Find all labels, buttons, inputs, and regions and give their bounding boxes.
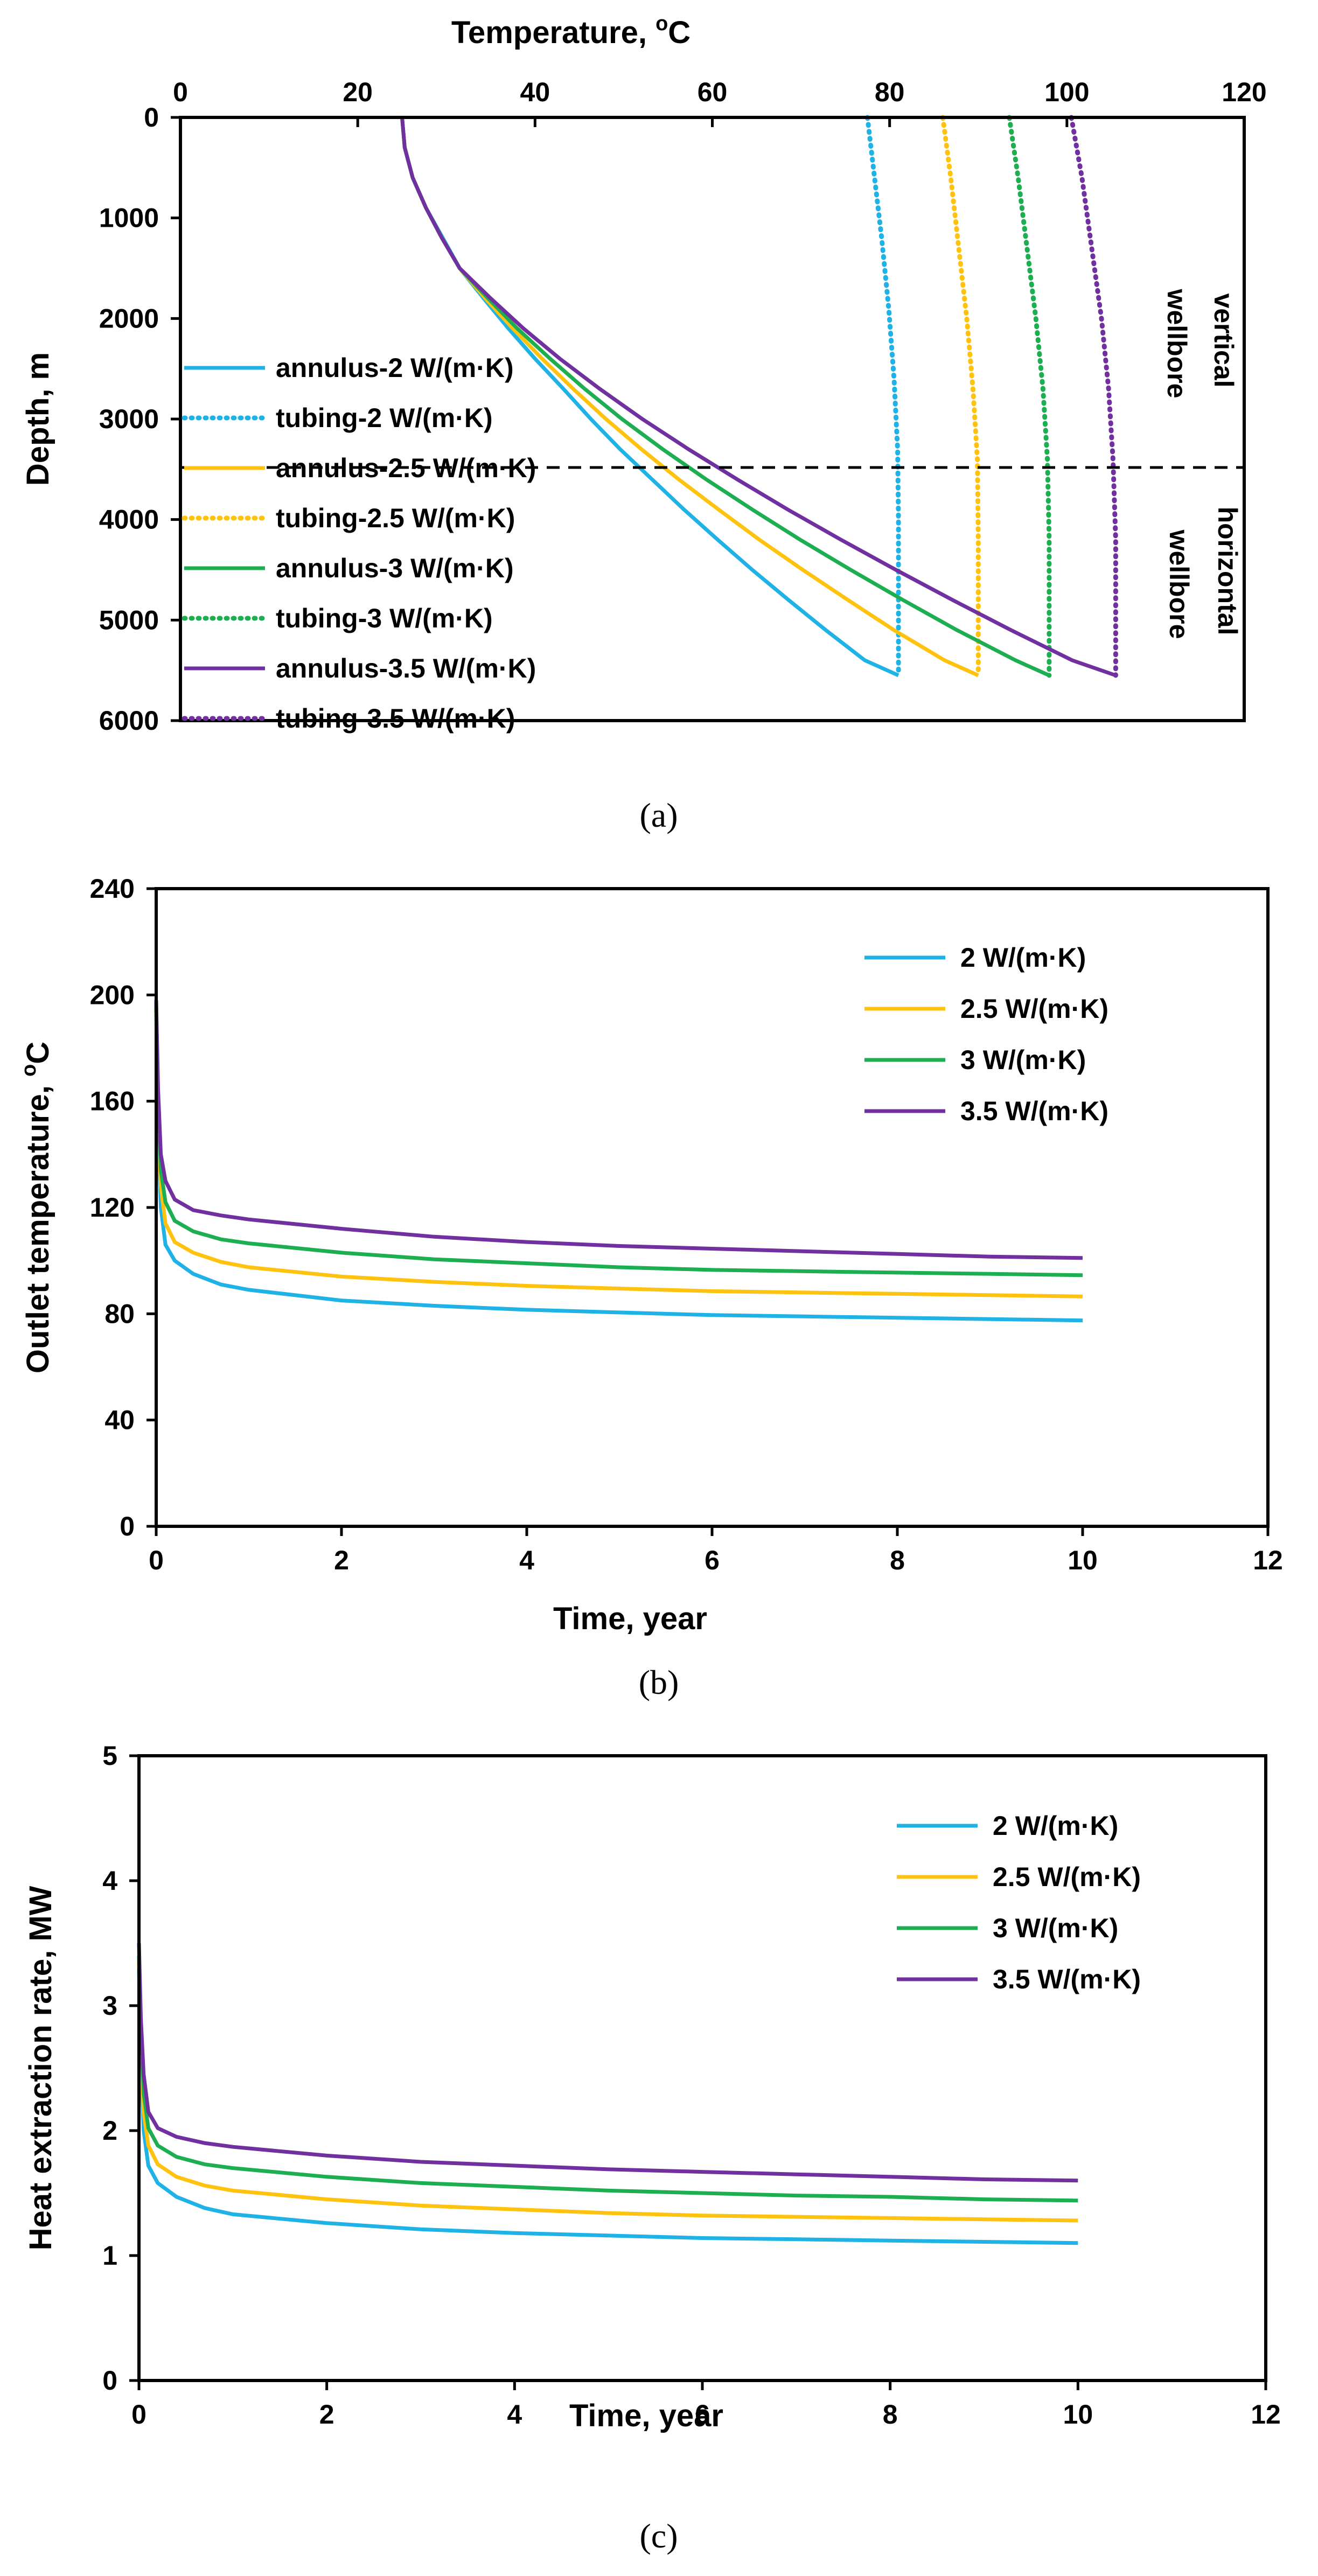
panel-c-legend-label-3: 3.5 W/(m·K) [993,1964,1141,1994]
panel-a-series-7-line [1069,115,1118,678]
panel-c-series-0-line [137,1968,1078,2245]
panel-b-y-tick-label-2: 80 [104,1299,135,1329]
panel-c-y-tick-label-5: 5 [102,1741,117,1771]
panel-b-x-tick-label-1: 2 [334,1545,349,1575]
panel-a-x-tick-label-4: 80 [875,77,905,107]
panel-a-y-tick-label-6: 6000 [99,706,159,736]
panel-c-series-group [137,1943,1078,2245]
panel-c-y-tick-label-1: 1 [102,2240,117,2271]
panel-c-legend-label-2: 3 W/(m·K) [993,1913,1118,1943]
panel-a-legend-label-2: annulus-2.5 W/(m·K) [276,453,536,483]
panel-a-legend-label-6: annulus-3.5 W/(m·K) [276,653,536,683]
panel-c-y-tick-label-3: 3 [102,1991,117,2021]
panel-a-annotation-vertical: vertical [1209,293,1239,387]
panel-a-y-tick-label-2: 2000 [99,303,159,333]
panel-b-x-tick-label-6: 12 [1253,1545,1283,1575]
panel-c-legend: 2 W/(m·K) 2.5 W/(m·K) 3 W/(m·K) 3.5 W/(m·K) [897,1811,1141,1994]
panel-a-annotation-horizontal-wellbore: wellbore [1164,529,1194,639]
panel-c-x-tick-label-3: 6 [695,2399,710,2430]
panel-c-x-tick-label-2: 4 [507,2399,522,2430]
panel-a-legend-label-7: tubing-3.5 W/(m·K) [276,703,515,734]
panel-b-legend-label-2: 3 W/(m·K) [960,1045,1086,1075]
panel-b-x-tick-label-0: 0 [149,1545,164,1575]
panel-b-x-tick-label-4: 8 [890,1545,905,1575]
panel-a-y-tick-label-4: 4000 [99,505,159,535]
panel-a-series-5-line [1007,115,1052,678]
panel-c-x-tick-label-6: 12 [1251,2399,1281,2430]
panel-a: 0 20 40 60 80 100 120 0 1000 2000 3000 4000 5000 6000… [20,12,1267,834]
panel-b-y-tick-label-4: 160 [90,1086,135,1116]
panel-b-y-axis-title: Outlet temperature, oC [18,1042,55,1373]
panel-c-series-2-line [137,1956,1078,2203]
panel-b-y-tick-label-6: 240 [90,874,135,904]
panel-c-series-1-line [137,1961,1078,2223]
panel-b-legend: 2 W/(m·K) 2.5 W/(m·K) 3 W/(m·K) 3.5 W/(m·K) [864,943,1108,1126]
panel-c-x-tick-label-1: 2 [319,2399,334,2430]
panel-b-x-tick-label-3: 6 [705,1545,720,1575]
panel-a-x-tick-label-5: 100 [1044,77,1089,107]
panel-c-legend-label-1: 2.5 W/(m·K) [993,1862,1141,1892]
panel-c-y-tick-label-0: 0 [102,2365,117,2396]
panel-a-series-group [400,115,1118,678]
panel-b-caption: (b) [639,1663,679,1701]
panel-a-legend-label-4: annulus-3 W/(m·K) [276,553,514,583]
panel-b-x-tick-label-2: 4 [519,1545,534,1575]
panel-a-legend-label-1: tubing-2 W/(m·K) [276,403,493,433]
panel-c-y-axis-title: Heat extraction rate, MW [23,1886,58,2250]
panel-b-y-tick-label-1: 40 [104,1405,135,1435]
panel-a-legend-label-0: annulus-2 W/(m·K) [276,353,514,383]
panel-b-x-axis-title: Time, year [553,1601,707,1636]
panel-a-series-3-line [940,115,981,678]
panel-b-series-3-line [154,1000,1083,1260]
panel-a-x-tick-label-1: 20 [343,77,373,107]
panel-a-x-tick-label-0: 0 [173,77,188,107]
panel-a-annotation-horizontal: horizontal [1212,507,1243,636]
panel-b-y-tick-label-5: 200 [90,980,135,1010]
panel-c-y-tick-label-2: 2 [102,2116,117,2146]
panel-b-legend-label-1: 2.5 W/(m·K) [960,994,1108,1024]
panel-b-y-tick-label-3: 120 [90,1192,135,1223]
panel-a-y-axis-title: Depth, m [20,352,55,486]
panel-a-annotation-vertical-wellbore: wellbore [1162,289,1192,399]
panel-b-x-tick-label-5: 10 [1068,1545,1098,1575]
panel-b-series-1-line [154,1006,1083,1299]
panel-a-ticks: 0 20 40 60 80 100 120 0 1000 2000 3000 4000 5000 6000 [99,77,1267,736]
panel-a-series-6-line [400,117,1117,678]
panel-b-series-2-line [154,1003,1083,1277]
panel-c-plot-frame [137,1754,1267,2382]
panel-a-x-tick-label-6: 120 [1222,77,1266,107]
panel-a-x-tick-label-2: 40 [520,77,550,107]
panel-b-series-0-line [154,1008,1083,1323]
panel-a-y-tick-label-1: 1000 [99,203,159,233]
panel-a-caption: (a) [639,796,678,834]
panel-a-x-tick-label-3: 60 [698,77,728,107]
panel-a-legend-label-5: tubing-3 W/(m·K) [276,603,493,633]
panel-b-legend-label-0: 2 W/(m·K) [960,943,1086,973]
panel-c-caption: (c) [639,2517,678,2555]
panel-a-legend-label-3: tubing-2.5 W/(m·K) [276,503,515,533]
panel-b-plot-frame [155,887,1270,1528]
panel-a-x-axis-title: Temperature, oC [451,12,691,50]
panel-a-series-0-line [400,117,899,678]
panel-b-y-tick-label-0: 0 [120,1511,135,1541]
panel-a-series-1-line [865,115,901,678]
panel-a-legend: annulus-2 W/(m·K) tubing-2 W/(m·K) annulus… [182,353,536,734]
panel-c-x-tick-label-4: 8 [883,2399,898,2430]
panel-b-series-group [154,1000,1083,1323]
panel-c-x-tick-label-5: 10 [1063,2399,1093,2430]
panel-a-y-tick-label-3: 3000 [99,404,159,434]
panel-c-series-3-line [137,1943,1078,2183]
panel-a-y-tick-label-0: 0 [144,102,159,132]
panel-a-y-tick-label-5: 5000 [99,605,159,635]
panel-c-y-tick-label-4: 4 [102,1866,117,1896]
panel-b-legend-label-3: 3.5 W/(m·K) [960,1096,1108,1126]
panel-c-legend-label-0: 2 W/(m·K) [993,1811,1118,1841]
panel-c-x-tick-label-0: 0 [131,2399,147,2430]
panel-c-x-axis-title: Time, year [569,2398,723,2433]
